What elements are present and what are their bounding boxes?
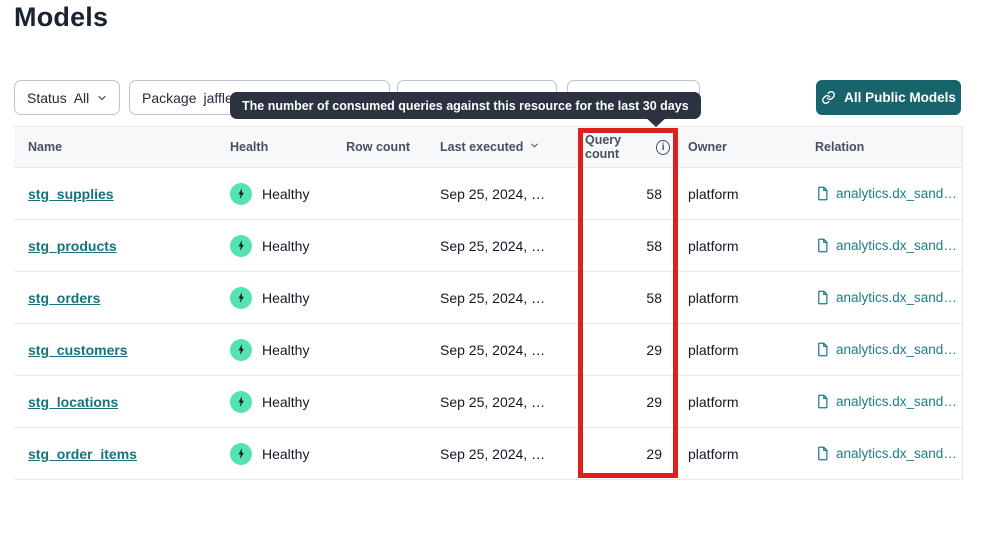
model-link[interactable]: stg_products — [28, 237, 117, 254]
query-count-value: 58 — [646, 185, 662, 202]
health-status: Healthy — [262, 237, 310, 254]
query-count-label: Query count — [585, 133, 622, 161]
last-executed-value: Sep 25, 2024, … — [440, 445, 546, 462]
query-count-value: 58 — [646, 289, 662, 306]
last-executed-value: Sep 25, 2024, … — [440, 185, 546, 202]
chevron-down-icon — [96, 92, 108, 104]
query-count-value: 29 — [646, 393, 662, 410]
page-title: Models — [14, 2, 109, 32]
last-executed-value: Sep 25, 2024, … — [440, 393, 546, 410]
last-executed-label: Last executed — [440, 140, 524, 154]
column-header-name: Name — [28, 140, 63, 154]
health-status: Healthy — [262, 445, 310, 462]
lightning-bolt-icon — [238, 344, 244, 355]
package-filter-label: Package — [142, 89, 197, 106]
model-link[interactable]: stg_customers — [28, 341, 128, 358]
relation-link[interactable]: analytics.dx_sand… — [836, 394, 957, 409]
model-link[interactable]: stg_locations — [28, 393, 119, 410]
owner-value: platform — [688, 185, 739, 202]
status-filter-dropdown[interactable]: Status All — [14, 80, 120, 115]
column-header-owner: Owner — [688, 140, 727, 154]
model-link[interactable]: stg_order_items — [28, 445, 137, 462]
query-count-value: 29 — [646, 445, 662, 462]
status-filter-label: Status — [27, 89, 67, 106]
models-table: Name Health Row count Last executed Quer… — [14, 126, 963, 480]
owner-value: platform — [688, 445, 739, 462]
health-status: Healthy — [262, 393, 310, 410]
table-row: stg_orders Healthy Sep 25, 2024, … 58 pl… — [14, 272, 962, 324]
table-row: stg_customers Healthy Sep 25, 2024, … 29… — [14, 324, 962, 376]
column-header-query-count: Query count i — [585, 133, 670, 161]
column-header-relation: Relation — [815, 140, 865, 154]
info-icon[interactable]: i — [656, 139, 670, 155]
owner-value: platform — [688, 237, 739, 254]
table-row: stg_products Healthy Sep 25, 2024, … 58 … — [14, 220, 962, 272]
file-icon — [815, 290, 830, 305]
column-header-health: Health — [230, 140, 269, 154]
health-status: Healthy — [262, 341, 310, 358]
lightning-bolt-icon — [238, 188, 244, 199]
table-row: stg_locations Healthy Sep 25, 2024, … 29… — [14, 376, 962, 428]
query-count-value: 58 — [646, 237, 662, 254]
health-badge — [230, 390, 252, 413]
status-filter-value: All — [73, 89, 90, 106]
tooltip-arrow — [644, 116, 668, 127]
owner-value: platform — [688, 393, 739, 410]
column-header-row-count: Row count — [346, 140, 410, 154]
health-badge — [230, 442, 252, 465]
query-count-value: 29 — [646, 341, 662, 358]
health-status: Healthy — [262, 185, 310, 202]
health-badge — [230, 286, 252, 309]
health-badge — [230, 234, 252, 257]
link-icon — [821, 90, 836, 105]
lightning-bolt-icon — [238, 292, 244, 303]
file-icon — [815, 446, 830, 461]
all-public-models-label: All Public Models — [844, 90, 956, 105]
relation-link[interactable]: analytics.dx_sand… — [836, 290, 957, 305]
column-header-last-executed[interactable]: Last executed — [418, 140, 585, 154]
last-executed-value: Sep 25, 2024, … — [440, 341, 546, 358]
all-public-models-button[interactable]: All Public Models — [816, 80, 961, 115]
file-icon — [815, 394, 830, 409]
lightning-bolt-icon — [238, 240, 244, 251]
table-row: stg_order_items Healthy Sep 25, 2024, … … — [14, 428, 962, 480]
lightning-bolt-icon — [238, 448, 244, 459]
last-executed-value: Sep 25, 2024, … — [440, 289, 546, 306]
file-icon — [815, 186, 830, 201]
table-header-row: Name Health Row count Last executed Quer… — [14, 127, 962, 168]
file-icon — [815, 238, 830, 253]
last-executed-value: Sep 25, 2024, … — [440, 237, 546, 254]
relation-link[interactable]: analytics.dx_sand… — [836, 342, 957, 357]
relation-link[interactable]: analytics.dx_sand… — [836, 238, 957, 253]
sort-chevron-icon — [529, 140, 540, 154]
owner-value: platform — [688, 289, 739, 306]
relation-link[interactable]: analytics.dx_sand… — [836, 186, 957, 201]
model-link[interactable]: stg_orders — [28, 289, 101, 306]
lightning-bolt-icon — [238, 396, 244, 407]
table-row: stg_supplies Healthy Sep 25, 2024, … 58 … — [14, 168, 962, 220]
owner-value: platform — [688, 341, 739, 358]
file-icon — [815, 342, 830, 357]
query-count-tooltip: The number of consumed queries against t… — [230, 92, 701, 119]
relation-link[interactable]: analytics.dx_sand… — [836, 446, 957, 461]
health-badge — [230, 182, 252, 205]
model-link[interactable]: stg_supplies — [28, 185, 114, 202]
health-status: Healthy — [262, 289, 310, 306]
health-badge — [230, 338, 252, 361]
